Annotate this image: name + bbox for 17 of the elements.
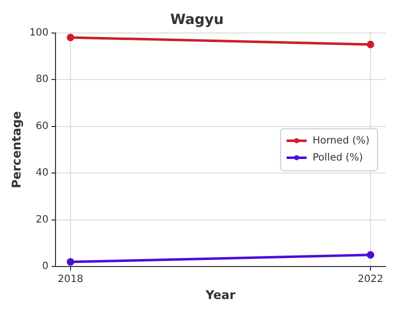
- x-axis-title: Year: [204, 288, 236, 302]
- y-tick-label: 40: [36, 168, 48, 179]
- y-tick-label: 60: [36, 120, 48, 132]
- y-axis-title: Percentage: [9, 111, 24, 188]
- x-tick-label: 2022: [358, 274, 384, 286]
- y-tick-label: 20: [36, 214, 48, 226]
- legend-label: Polled (%): [312, 152, 364, 164]
- chart-title: Wagyu: [170, 12, 224, 28]
- point: [66, 34, 74, 42]
- y-tick-label: 0: [42, 261, 48, 272]
- legend-label: Horned (%): [312, 135, 370, 146]
- point: [366, 40, 374, 48]
- point: [366, 251, 374, 259]
- y-tick-label: 80: [36, 74, 48, 86]
- y-tick-label: 100: [29, 27, 48, 38]
- point: [66, 258, 74, 266]
- x-tick-label: 2018: [58, 274, 84, 286]
